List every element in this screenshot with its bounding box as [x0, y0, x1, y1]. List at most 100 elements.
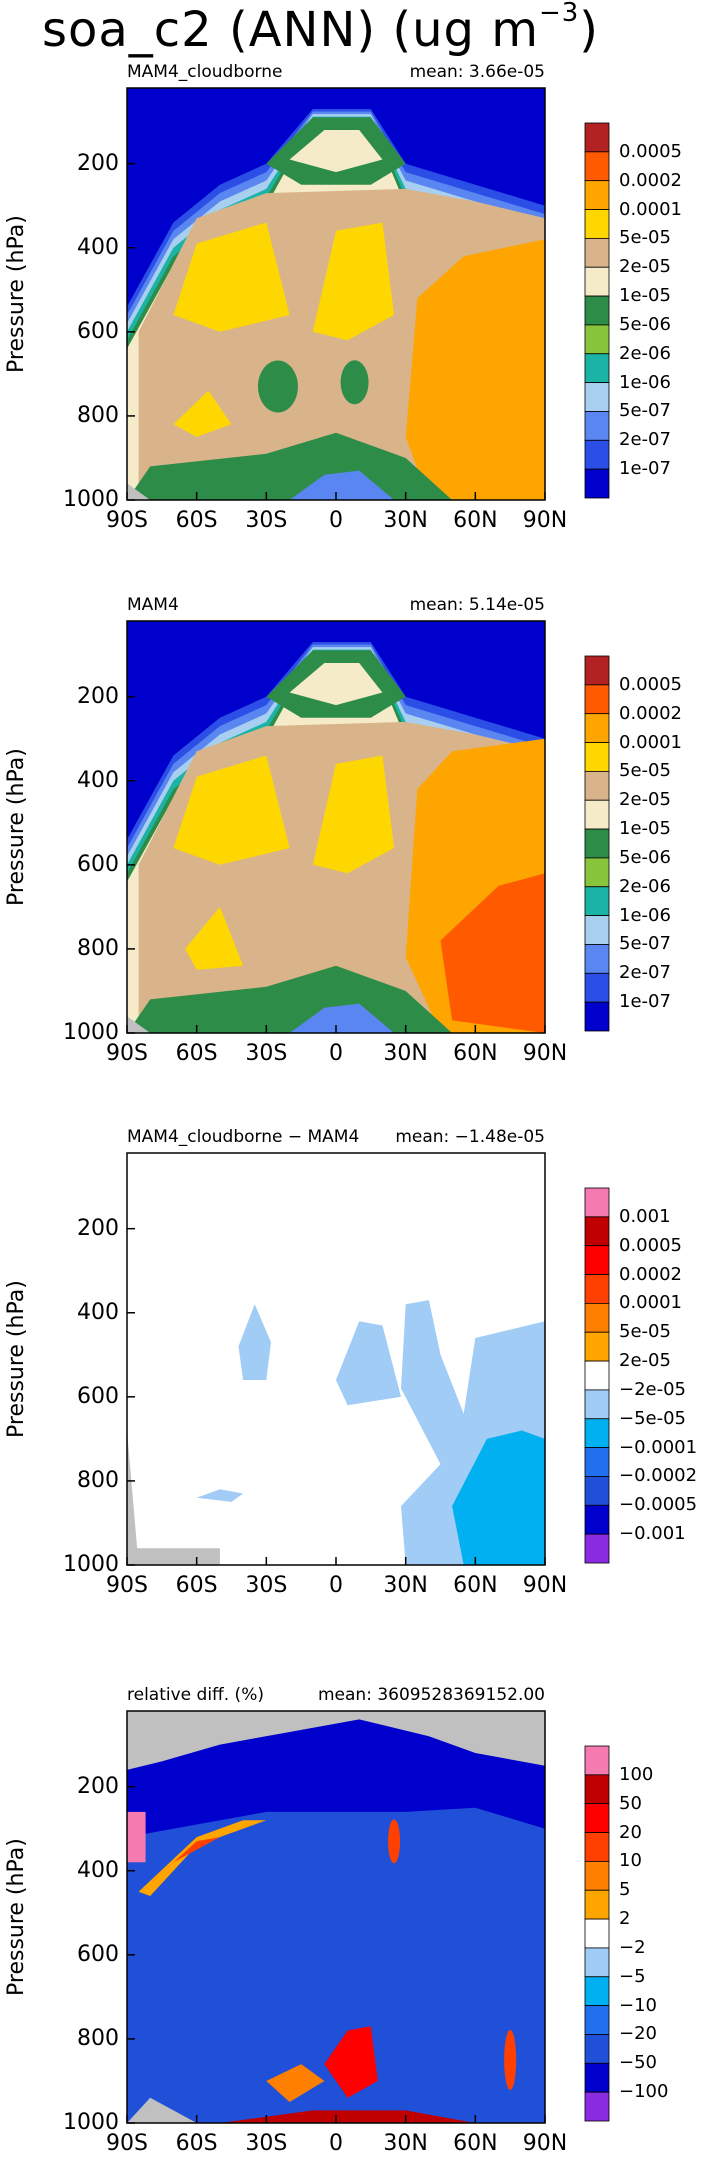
x-tick-label: 90S — [106, 1573, 148, 1598]
y-tick-label: 400 — [77, 234, 119, 260]
x-tick-label: 30S — [245, 1041, 288, 1066]
legend-label: 0.0001 — [619, 731, 682, 753]
x-tick-label: 30N — [383, 508, 428, 533]
legend-label: 5e-05 — [619, 760, 671, 782]
legend-swatch — [584, 655, 610, 686]
legend-swatch — [584, 1389, 610, 1420]
legend-label: 5e-06 — [619, 846, 671, 868]
figure-title: soa_c2 (ANN) (ug m−3) — [42, 0, 600, 58]
panel-mean: mean: 3609528369152.00 — [318, 1685, 545, 1705]
legend-swatch — [584, 684, 610, 715]
legend-swatch — [584, 886, 610, 917]
legend-label: 2e-07 — [619, 429, 671, 451]
x-tick-label: 30N — [383, 2131, 428, 2156]
contour-band — [289, 130, 383, 173]
y-tick-label: 200 — [77, 1215, 119, 1241]
legend-label: 2e-06 — [619, 342, 671, 364]
y-tick-label: 1000 — [63, 1020, 119, 1045]
legend-swatch — [584, 266, 610, 297]
y-tick-label: 1000 — [63, 1552, 119, 1577]
contour-band — [173, 390, 232, 437]
legend-swatch — [584, 1331, 610, 1362]
missing-data — [127, 2097, 197, 2123]
legend-label: 0.0001 — [619, 1292, 682, 1314]
legend-label: 5e-07 — [619, 933, 671, 955]
legend-swatch — [584, 237, 610, 268]
contour-band — [289, 470, 395, 500]
contour-band — [185, 906, 244, 970]
legend-label: 1e-05 — [619, 818, 671, 840]
y-tick-label: 400 — [77, 1857, 119, 1883]
y-tick-label: 800 — [77, 402, 119, 428]
y-tick-label: 800 — [77, 1467, 119, 1493]
contour-blob — [388, 1819, 401, 1864]
panel-mean: mean: 3.66e-05 — [409, 62, 545, 82]
legend-swatch — [584, 1418, 610, 1449]
y-tick-label: 1000 — [63, 487, 119, 512]
legend-swatch — [584, 713, 610, 743]
legend-label: 5 — [619, 1879, 631, 1901]
x-tick-label: 0 — [329, 1041, 343, 1066]
legend-label: 0.0005 — [619, 140, 682, 162]
legend-label: −100 — [619, 2081, 669, 2103]
legend-label: −5 — [619, 1965, 646, 1987]
legend-swatch — [584, 857, 610, 888]
x-tick-label: 60S — [175, 508, 218, 533]
contour-band — [219, 2110, 476, 2123]
x-tick-label: 30S — [245, 2131, 288, 2156]
legend-label: 1e-06 — [619, 371, 671, 393]
legend-label: 0.001 — [619, 1205, 671, 1227]
legend-swatch — [584, 1216, 610, 1247]
missing-data — [127, 483, 151, 500]
legend-label: 100 — [619, 1763, 654, 1785]
x-tick-label: 90N — [522, 2131, 568, 2156]
chart-panel: 200 400 600 800 1000 90S 60S 30S 0 30N 60N 90N MAM4 m… — [0, 595, 703, 1091]
legend-swatch — [584, 353, 610, 384]
contour-blob — [340, 360, 369, 405]
contour-band — [238, 1304, 271, 1380]
x-tick-label: 30N — [383, 1573, 428, 1598]
contour-plot — [126, 87, 610, 501]
missing-data — [127, 1016, 151, 1033]
legend-swatch — [584, 1001, 610, 1032]
legend-swatch — [584, 1360, 610, 1391]
legend-label: 2e-05 — [619, 789, 671, 811]
legend-label: −2 — [619, 1936, 646, 1958]
x-tick-label: 60N — [453, 2131, 498, 2156]
y-tick-label: 600 — [77, 1941, 119, 1967]
y-tick-label: 600 — [77, 318, 119, 344]
color-legend — [584, 655, 610, 1032]
legend-swatch — [584, 828, 610, 859]
y-tick-label: 1000 — [63, 2110, 119, 2135]
legend-swatch — [584, 324, 610, 355]
contour-blob — [257, 360, 298, 413]
panel-mean: mean: −1.48e-05 — [395, 1127, 545, 1147]
legend-swatch — [584, 382, 610, 412]
legend-swatch — [584, 915, 610, 945]
legend-swatch — [584, 1889, 610, 1920]
legend-swatch — [584, 2062, 610, 2093]
y-tick-label: 400 — [77, 767, 119, 793]
legend-swatch — [584, 1745, 610, 1776]
legend-label: 5e-05 — [619, 227, 671, 249]
legend-label: −50 — [619, 2052, 657, 2074]
legend-label: −10 — [619, 1994, 657, 2016]
y-tick-label: 600 — [77, 851, 119, 877]
contour-plot — [126, 620, 610, 1034]
x-tick-label: 60S — [175, 1573, 218, 1598]
y-tick-label: 600 — [77, 1383, 119, 1409]
panel-title: MAM4_cloudborne − MAM4 — [127, 1127, 360, 1147]
chart-panel: 200 400 600 800 1000 90S 60S 30S 0 30N 60N 90N relat… — [0, 1685, 703, 2181]
color-legend — [584, 122, 610, 499]
legend-swatch — [584, 2005, 610, 2035]
contour-band — [173, 755, 290, 865]
x-tick-label: 90N — [522, 1573, 568, 1598]
missing-data — [131, 1548, 220, 1565]
legend-swatch — [584, 1803, 610, 1833]
contour-plot — [126, 1152, 610, 1566]
contour-band — [173, 222, 290, 332]
panel-title: relative diff. (%) — [127, 1685, 264, 1705]
contour-band — [196, 1489, 244, 1502]
legend-label: −0.001 — [619, 1523, 686, 1545]
legend-swatch — [584, 742, 610, 772]
